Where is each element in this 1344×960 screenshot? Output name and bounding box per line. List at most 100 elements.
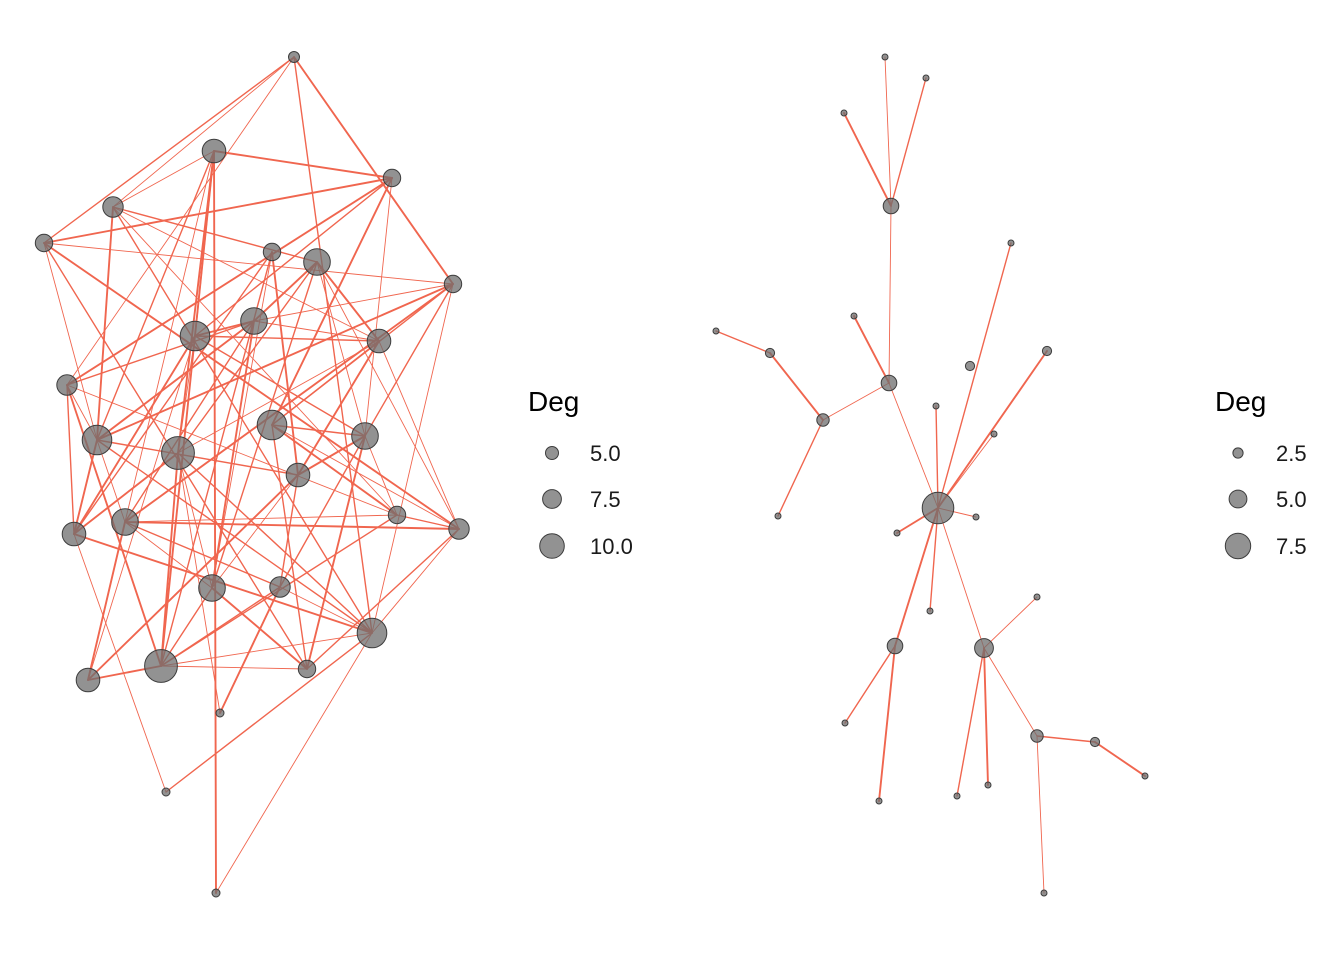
node-A10	[240, 307, 268, 335]
legend-label-2: 7.5	[1276, 534, 1307, 559]
edge-A7-A16	[316, 261, 366, 437]
edge-A9-A11	[194, 335, 380, 342]
node-A17	[285, 462, 311, 488]
node-A26	[297, 659, 317, 679]
node-A14	[161, 436, 195, 470]
edge-A11-A15	[271, 340, 380, 426]
edge-A13-A21	[73, 439, 98, 535]
node-B5	[712, 327, 720, 335]
node-A30	[211, 888, 221, 898]
node-A11	[366, 328, 392, 354]
edge-A14-A21	[73, 452, 179, 535]
edge-A19-A23	[124, 521, 281, 588]
edge-A30-A2	[213, 150, 217, 894]
edge-A17-A22	[211, 474, 299, 589]
node-B1	[881, 53, 889, 61]
edge-A4-A16	[364, 177, 393, 437]
node-A29	[161, 787, 171, 797]
node-A16	[351, 422, 379, 450]
edge-A6-A22	[211, 251, 273, 589]
right-node-layer	[712, 53, 1149, 897]
edge-A2-A13	[96, 150, 215, 441]
legend-label-0: 2.5	[1276, 441, 1307, 466]
node-B9	[774, 512, 782, 520]
edge-B3-B4	[843, 112, 892, 207]
edge-B24-B30	[1036, 735, 1045, 894]
edge-B22-B29	[983, 647, 989, 786]
edge-B21-B27	[878, 645, 896, 802]
edge-A23-A24	[279, 586, 373, 634]
edge-A17-A27	[87, 474, 299, 681]
edge-A9-A14	[177, 335, 196, 454]
node-B11	[964, 360, 976, 372]
legend-key-2	[1224, 532, 1252, 560]
edge-B4-B10	[888, 205, 892, 384]
node-B6	[1007, 239, 1015, 247]
edge-A2-A3	[112, 150, 215, 208]
node-A5	[34, 233, 54, 253]
node-A20	[448, 518, 470, 540]
legend-key-1	[1228, 489, 1248, 509]
edge-A18-A19	[124, 514, 398, 523]
edge-A10-A11	[253, 320, 380, 342]
edge-B22-B20	[983, 596, 1038, 649]
left-legend-keys: 5.0 7.5 10.0	[539, 441, 633, 559]
node-B18	[972, 513, 980, 521]
edge-A5-A13	[43, 242, 98, 441]
edge-A19-A20	[124, 521, 460, 530]
right-legend: Deg 2.5 5.0 7.5	[1215, 386, 1307, 560]
edge-B16-B19	[929, 507, 939, 612]
edge-B8-B10	[853, 315, 890, 384]
node-A9	[179, 320, 211, 352]
edge-B2-B4	[890, 77, 927, 207]
edge-B25-B23	[1094, 741, 1146, 777]
edge-A17-A23	[279, 474, 299, 588]
edge-B16-B21	[894, 507, 939, 647]
node-B14	[932, 402, 940, 410]
edge-B1-B4	[884, 56, 892, 207]
node-B20	[1033, 593, 1041, 601]
edge-B12-B9	[777, 419, 824, 517]
node-B23	[1141, 772, 1149, 780]
node-B28	[953, 792, 961, 800]
edge-B24-B25	[1036, 735, 1096, 743]
legend-key-0	[1232, 447, 1244, 459]
edge-A1-A5	[43, 56, 295, 244]
node-A21	[61, 521, 87, 547]
edge-B5-B7	[715, 330, 771, 354]
node-A13	[81, 424, 113, 456]
legend-key-1	[542, 489, 562, 509]
edge-A20-A24	[371, 528, 460, 634]
edge-A13-A17	[96, 439, 299, 476]
edge-A4-A12	[66, 177, 393, 386]
edge-A12-A18	[66, 384, 398, 516]
edge-A30-A24	[215, 632, 373, 894]
node-A6	[262, 242, 282, 262]
legend-label-0: 5.0	[590, 441, 621, 466]
edge-B22-B28	[956, 647, 985, 797]
edge-A8-A24	[371, 283, 454, 634]
edge-B7-B12	[769, 352, 824, 421]
edge-A5-A20	[43, 242, 460, 530]
node-A7	[303, 248, 331, 276]
edge-A4-A5	[43, 177, 393, 244]
node-B24	[1030, 729, 1044, 743]
node-A3	[102, 196, 124, 218]
edge-B12-B10	[822, 382, 890, 421]
edge-A10-A19	[124, 320, 255, 523]
edge-B16-B22	[937, 507, 985, 649]
edge-A11-A17	[297, 340, 380, 476]
legend-label-1: 7.5	[590, 487, 621, 512]
node-B3	[840, 109, 848, 117]
edge-A15-A16	[271, 424, 366, 437]
edge-A1-A24	[293, 56, 373, 634]
edge-A10-A13	[96, 320, 255, 441]
node-A12	[56, 374, 78, 396]
node-B15	[990, 430, 998, 438]
node-A22	[198, 574, 226, 602]
edge-A6-A21	[73, 251, 273, 535]
node-B26	[841, 719, 849, 727]
edge-A1-A8	[293, 56, 454, 285]
right-edge-layer	[715, 56, 1146, 894]
